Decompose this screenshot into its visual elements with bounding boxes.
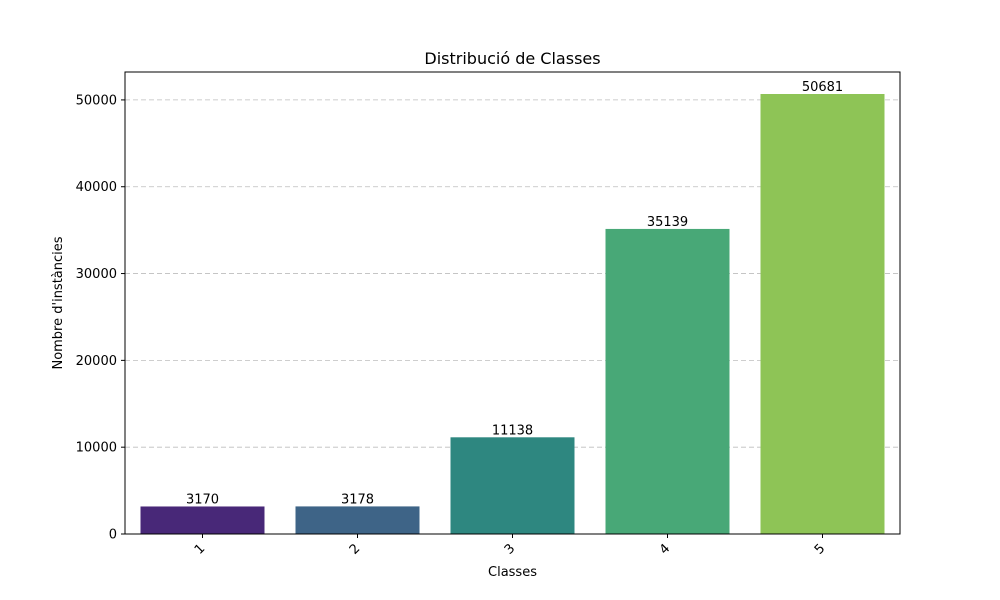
bar [760, 93, 885, 535]
bar-value-label: 3178 [341, 492, 374, 507]
bar-value-label: 3170 [186, 492, 219, 507]
y-tick-label: 30000 [76, 267, 117, 282]
bar-layer: 3170 3178 11138 35139 50681 [140, 80, 885, 535]
x-axis-label: Classes [488, 565, 537, 580]
bar [605, 228, 730, 534]
y-tick-label: 0 [109, 528, 117, 543]
bar-value-label: 50681 [802, 80, 843, 95]
y-tick-label: 10000 [76, 441, 117, 456]
bar [450, 437, 575, 534]
y-tick-label: 40000 [76, 180, 117, 195]
bar-value-label: 35139 [647, 215, 688, 230]
y-tick-label: 50000 [76, 93, 117, 108]
y-tick-label: 20000 [76, 354, 117, 369]
y-axis-label: Nombre d'instàncies [51, 236, 66, 369]
bar-value-label: 11138 [492, 423, 533, 438]
bar [295, 506, 420, 534]
chart-title: Distribució de Classes [424, 49, 600, 68]
bar [140, 506, 265, 534]
